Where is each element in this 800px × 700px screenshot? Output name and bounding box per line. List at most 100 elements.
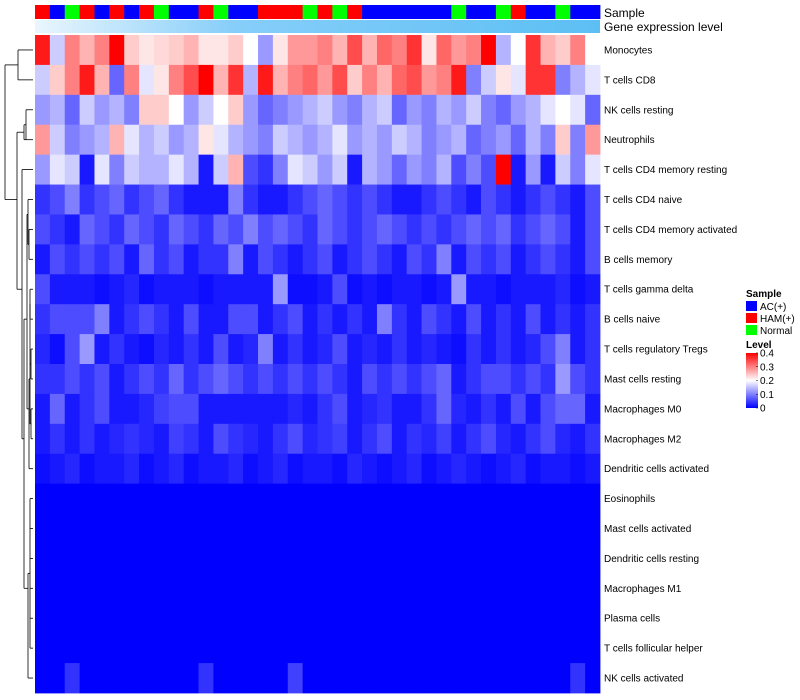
- sample-cell: [258, 5, 274, 19]
- heatmap-cell: [109, 423, 125, 455]
- sample-cell: [124, 5, 140, 19]
- heatmap-cell: [139, 423, 155, 455]
- heatmap-cell: [213, 124, 229, 156]
- heatmap-cell: [198, 154, 214, 185]
- heatmap-cell: [243, 94, 259, 126]
- heatmap-cell: [35, 124, 51, 156]
- row-label: T cells CD8: [604, 75, 656, 86]
- heatmap-cell: [332, 94, 348, 126]
- heatmap-cell: [510, 423, 527, 455]
- heatmap-cell: [466, 244, 482, 275]
- sample-cell: [302, 5, 318, 19]
- heatmap-cell: [124, 513, 140, 544]
- heatmap-cell: [272, 663, 289, 694]
- heatmap-cell: [510, 393, 527, 425]
- heatmap-cell: [540, 64, 556, 96]
- heatmap-cell: [466, 214, 482, 245]
- heatmap-cell: [540, 423, 556, 455]
- heatmap-cell: [540, 633, 556, 664]
- heatmap-cell: [139, 35, 155, 66]
- heatmap-cell: [540, 304, 556, 335]
- heatmap-cell: [124, 423, 140, 455]
- heatmap-cell: [64, 663, 81, 694]
- heatmap-cell: [510, 633, 527, 664]
- heatmap-cell: [525, 633, 541, 664]
- heatmap-cell: [495, 663, 512, 694]
- heatmap-cell: [570, 573, 586, 604]
- heatmap-cell: [347, 513, 363, 544]
- heatmap-cell: [94, 244, 110, 275]
- heatmap-cell: [228, 453, 244, 485]
- heatmap-cell: [168, 453, 185, 485]
- heatmap-cell: [540, 334, 556, 365]
- heatmap-cell: [213, 543, 229, 574]
- heatmap-cell: [570, 35, 586, 66]
- heatmap-cell: [555, 214, 571, 245]
- heatmap-cell: [35, 304, 51, 335]
- heatmap-cell: [481, 663, 497, 694]
- heatmap-cell: [79, 543, 95, 574]
- heatmap-cell: [540, 483, 556, 514]
- heatmap-cell: [168, 573, 185, 604]
- heatmap-cell: [153, 184, 170, 215]
- heatmap-cell: [198, 124, 214, 156]
- heatmap-cell: [585, 244, 601, 275]
- heatmap-cell: [183, 423, 199, 455]
- heatmap-cell: [481, 64, 497, 96]
- heatmap-cell: [258, 304, 274, 335]
- heatmap-cell: [168, 64, 185, 96]
- heatmap-cell: [555, 393, 571, 425]
- heatmap-cell: [243, 244, 259, 275]
- heatmap-cell: [198, 483, 214, 514]
- heatmap-cell: [49, 334, 66, 365]
- heatmap-cell: [302, 423, 318, 455]
- heatmap-cell: [317, 334, 333, 365]
- heatmap-cell: [258, 633, 274, 664]
- heatmap-cell: [109, 393, 125, 425]
- heatmap-cell: [287, 364, 304, 395]
- heatmap-cell: [332, 513, 348, 544]
- heatmap-cell: [540, 274, 556, 305]
- heatmap-cell: [481, 35, 497, 66]
- row-label: Plasma cells: [604, 614, 660, 625]
- heatmap-cell: [124, 483, 140, 514]
- heatmap-cell: [570, 154, 586, 185]
- heatmap-cell: [421, 543, 437, 574]
- heatmap-cell: [198, 304, 214, 335]
- heatmap-cell: [183, 154, 199, 185]
- heatmap-cell: [287, 124, 304, 156]
- heatmap-cell: [555, 603, 571, 634]
- heatmap-cell: [198, 35, 214, 66]
- heatmap-cell: [64, 453, 81, 485]
- heatmap-cell: [183, 124, 199, 156]
- heatmap-cell: [243, 393, 259, 425]
- heatmap-cell: [49, 154, 66, 185]
- sample-legend-label: AC(+): [760, 302, 786, 313]
- heatmap-cell: [64, 393, 81, 425]
- heatmap-cell: [258, 214, 274, 245]
- heatmap-cell: [525, 334, 541, 365]
- sample-legend-swatch: [746, 325, 757, 335]
- heatmap-cell: [198, 603, 214, 634]
- heatmap-cell: [481, 573, 497, 604]
- heatmap-cell: [35, 334, 51, 365]
- heatmap-cell: [258, 35, 274, 66]
- heatmap-cell: [302, 154, 318, 185]
- heatmap-cell: [540, 603, 556, 634]
- heatmap-cell: [109, 364, 125, 395]
- heatmap-cell: [302, 304, 318, 335]
- row-label: B cells naive: [604, 315, 661, 326]
- heatmap-cell: [94, 573, 110, 604]
- sample-cell: [510, 5, 527, 19]
- heatmap-cell: [391, 274, 408, 305]
- heatmap-cell: [376, 633, 393, 664]
- heatmap-cell: [168, 244, 185, 275]
- heatmap-cell: [153, 423, 170, 455]
- heatmap-cell: [332, 334, 348, 365]
- heatmap-cell: [376, 543, 393, 574]
- level-legend-tick-label: 0.3: [760, 362, 774, 373]
- heatmap-cell: [124, 244, 140, 275]
- heatmap-cell: [213, 244, 229, 275]
- heatmap-cell: [510, 304, 527, 335]
- heatmap-cell: [64, 214, 81, 245]
